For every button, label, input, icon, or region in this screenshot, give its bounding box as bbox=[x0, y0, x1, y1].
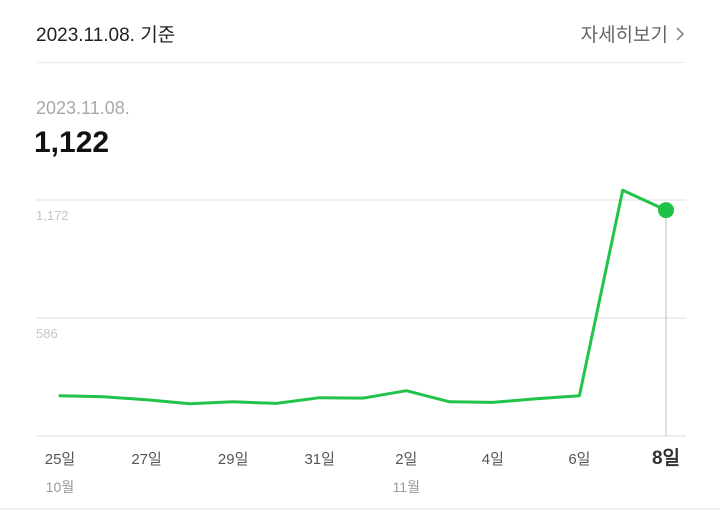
x-tick-label: 4일 bbox=[482, 451, 504, 468]
bottom-divider bbox=[0, 508, 720, 510]
month-label: 10월 bbox=[46, 479, 74, 495]
reference-date: 2023.11.08. 기준 bbox=[36, 25, 176, 46]
x-tick-label: 6일 bbox=[568, 451, 590, 468]
selected-date: 2023.11.08. bbox=[36, 98, 130, 118]
month-label: 11월 bbox=[393, 479, 420, 495]
view-details-label: 자세히보기 bbox=[580, 25, 668, 46]
x-tick-label: 31일 bbox=[304, 451, 335, 468]
view-details-link[interactable]: 자세히보기 bbox=[581, 20, 686, 47]
line-chart[interactable]: 586 1,172 25일 27일 29일 31일 2일 4일 6일 8일 10월 11월 bbox=[0, 180, 720, 500]
header-divider bbox=[36, 62, 686, 63]
highlight-point bbox=[658, 202, 674, 219]
x-tick-label: 8일 bbox=[652, 447, 680, 469]
y-tick-label: 1,172 bbox=[36, 208, 69, 223]
x-tick-label: 25일 bbox=[45, 451, 76, 468]
x-tick-label: 29일 bbox=[218, 451, 249, 468]
chevron-right-icon bbox=[676, 26, 685, 41]
selected-value: 1,122 bbox=[34, 126, 110, 159]
x-tick-label: 2일 bbox=[395, 451, 417, 468]
y-tick-label: 586 bbox=[36, 326, 58, 341]
header: 2023.11.08. 기준 자세히보기 bbox=[0, 0, 720, 62]
x-tick-label: 27일 bbox=[131, 451, 162, 468]
series-line bbox=[58, 188, 668, 406]
